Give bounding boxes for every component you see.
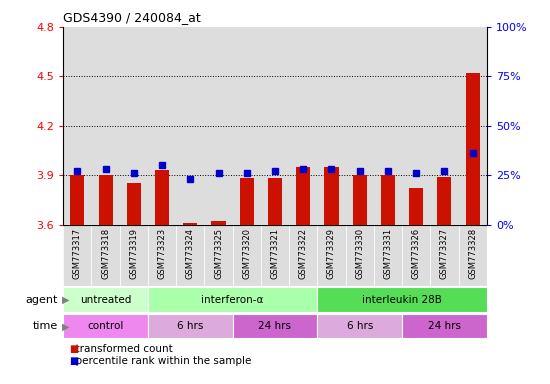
Bar <box>289 27 317 225</box>
Text: GSM773329: GSM773329 <box>327 228 336 279</box>
Bar <box>212 221 225 225</box>
Text: GSM773319: GSM773319 <box>129 228 139 279</box>
Bar <box>126 184 141 225</box>
Bar <box>63 287 148 312</box>
Text: time: time <box>32 321 58 331</box>
Bar <box>120 27 148 225</box>
Bar <box>409 189 424 225</box>
Bar <box>233 225 261 286</box>
Text: ▶: ▶ <box>62 295 70 305</box>
Bar <box>465 73 480 225</box>
Bar <box>233 314 317 339</box>
Bar <box>148 287 317 312</box>
Bar <box>402 314 487 339</box>
Bar <box>233 27 261 225</box>
Bar <box>353 175 367 225</box>
Bar <box>289 225 317 286</box>
Bar <box>317 225 345 286</box>
Text: transformed count: transformed count <box>69 344 173 354</box>
Text: percentile rank within the sample: percentile rank within the sample <box>69 356 251 366</box>
Bar <box>459 225 487 286</box>
Bar <box>148 225 176 286</box>
Text: GSM773317: GSM773317 <box>73 228 82 279</box>
Bar <box>148 314 233 339</box>
Bar <box>317 314 402 339</box>
Text: control: control <box>87 321 124 331</box>
Bar <box>91 225 120 286</box>
Text: ■: ■ <box>69 356 78 366</box>
Text: GSM773321: GSM773321 <box>271 228 279 279</box>
Text: untreated: untreated <box>80 295 131 305</box>
Bar <box>268 179 282 225</box>
Bar <box>63 27 91 225</box>
Bar <box>176 27 205 225</box>
Text: 24 hrs: 24 hrs <box>258 321 292 331</box>
Bar <box>120 225 148 286</box>
Text: GSM773324: GSM773324 <box>186 228 195 279</box>
Text: agent: agent <box>25 295 58 305</box>
Bar <box>437 177 452 225</box>
Text: GSM773322: GSM773322 <box>299 228 308 279</box>
Bar <box>205 225 233 286</box>
Bar <box>261 225 289 286</box>
Text: GSM773323: GSM773323 <box>157 228 167 279</box>
Bar <box>317 287 487 312</box>
Bar <box>155 170 169 225</box>
Text: GSM773327: GSM773327 <box>440 228 449 279</box>
Bar <box>430 27 459 225</box>
Bar <box>91 27 120 225</box>
Bar <box>240 179 254 225</box>
Text: ▶: ▶ <box>62 321 70 331</box>
Text: GSM773320: GSM773320 <box>242 228 251 279</box>
Bar <box>430 225 459 286</box>
Bar <box>324 167 339 225</box>
Bar <box>148 27 176 225</box>
Bar <box>261 27 289 225</box>
Bar <box>345 27 374 225</box>
Bar <box>402 225 430 286</box>
Text: GSM773318: GSM773318 <box>101 228 110 279</box>
Bar <box>205 27 233 225</box>
Text: 6 hrs: 6 hrs <box>346 321 373 331</box>
Text: GSM773328: GSM773328 <box>468 228 477 279</box>
Text: 6 hrs: 6 hrs <box>177 321 204 331</box>
Bar <box>402 27 430 225</box>
Bar <box>98 175 113 225</box>
Bar <box>374 225 402 286</box>
Bar <box>63 314 148 339</box>
Text: GDS4390 / 240084_at: GDS4390 / 240084_at <box>63 11 201 24</box>
Bar <box>345 225 374 286</box>
Text: GSM773330: GSM773330 <box>355 228 364 279</box>
Bar <box>183 223 197 225</box>
Bar <box>70 175 85 225</box>
Text: GSM773326: GSM773326 <box>411 228 421 279</box>
Text: interferon-α: interferon-α <box>201 295 264 305</box>
Bar <box>63 225 91 286</box>
Text: GSM773325: GSM773325 <box>214 228 223 279</box>
Bar <box>374 27 402 225</box>
Text: GSM773331: GSM773331 <box>383 228 393 279</box>
Text: 24 hrs: 24 hrs <box>428 321 461 331</box>
Text: interleukin 28B: interleukin 28B <box>362 295 442 305</box>
Bar <box>176 225 205 286</box>
Bar <box>317 27 345 225</box>
Bar <box>381 175 395 225</box>
Bar <box>459 27 487 225</box>
Bar <box>296 167 310 225</box>
Text: ■: ■ <box>69 344 78 354</box>
